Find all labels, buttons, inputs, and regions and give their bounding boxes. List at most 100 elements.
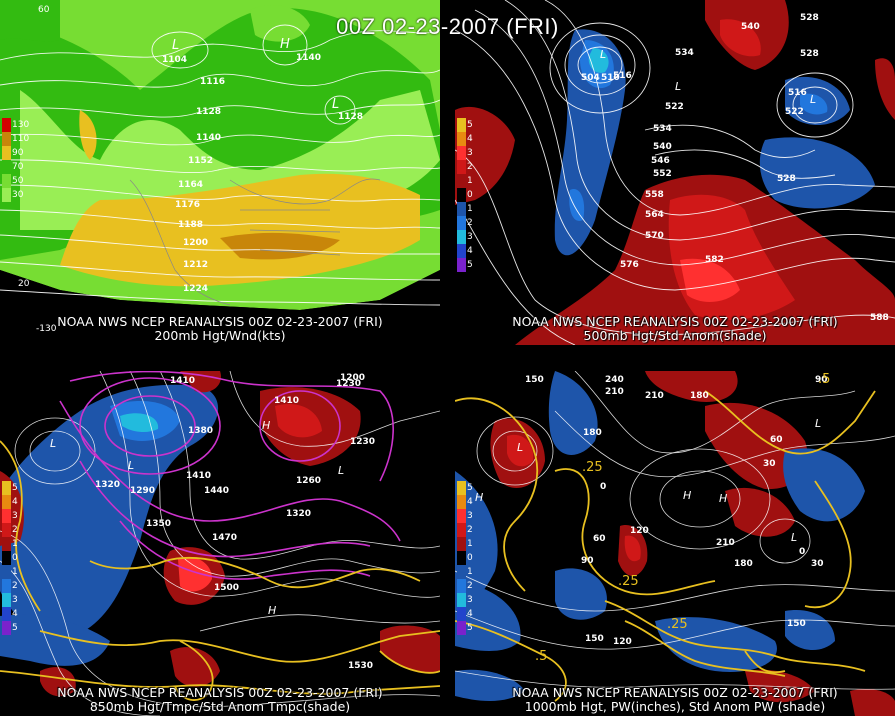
svg-text:1410: 1410 [274, 396, 299, 406]
svg-text:1470: 1470 [212, 533, 237, 543]
legend-850mb: 5 4 3 2 1 0 1 2 3 4 5 [2, 481, 28, 635]
svg-text:1230: 1230 [336, 379, 361, 389]
svg-text:210: 210 [645, 391, 664, 401]
svg-text:L: L [675, 80, 681, 93]
svg-text:1212: 1212 [183, 260, 208, 270]
svg-text:516: 516 [788, 88, 807, 98]
svg-text:558: 558 [645, 190, 664, 200]
svg-text:L: L [815, 417, 821, 430]
svg-text:582: 582 [705, 255, 724, 265]
svg-text:L: L [128, 459, 134, 472]
svg-text:.25: .25 [582, 460, 603, 475]
svg-text:H: H [268, 604, 276, 617]
svg-text:1380: 1380 [188, 426, 213, 436]
svg-text:.25: .25 [618, 574, 639, 589]
main-title: 00Z 02-23-2007 (FRI) [336, 14, 559, 39]
svg-text:1440: 1440 [204, 486, 229, 496]
svg-text:.5: .5 [535, 649, 547, 664]
svg-text:L: L [172, 38, 179, 53]
svg-text:1500: 1500 [214, 583, 239, 593]
panel-200mb-caption-field: 200mb Hgt/Wnd(kts) [154, 328, 286, 343]
svg-text:90: 90 [815, 375, 828, 385]
svg-text:540: 540 [741, 22, 760, 32]
svg-text:1200: 1200 [183, 238, 208, 248]
svg-text:1410: 1410 [186, 471, 211, 481]
svg-text:1410: 1410 [170, 376, 195, 386]
svg-text:-130: -130 [36, 324, 57, 334]
svg-text:H: H [475, 491, 483, 504]
svg-text:H: H [280, 37, 290, 52]
svg-text:1224: 1224 [183, 284, 208, 294]
svg-text:564: 564 [645, 210, 664, 220]
svg-text:1176: 1176 [175, 200, 200, 210]
svg-text:516: 516 [613, 71, 632, 81]
svg-text:L: L [338, 464, 344, 477]
legend-500mb: 5 4 3 2 1 0 1 2 3 4 5 [457, 118, 483, 272]
svg-text:30: 30 [811, 559, 824, 569]
svg-text:H: H [262, 419, 270, 432]
svg-text:30: 30 [763, 459, 776, 469]
legend-1000mb: 5 4 3 2 1 0 1 2 3 4 5 [457, 481, 483, 635]
svg-text:L: L [791, 531, 797, 544]
svg-text:534: 534 [675, 48, 694, 58]
svg-text:H: H [719, 492, 727, 505]
map-200mb: 1104 1116 1128 1140 1152 1164 1176 1188 … [0, 0, 440, 345]
svg-text:60: 60 [38, 5, 50, 15]
svg-text:546: 546 [651, 156, 670, 166]
legend-200mb: 130 110 90 70 50 30 [2, 118, 29, 202]
svg-text:180: 180 [734, 559, 753, 569]
panel-500mb-caption-field: 500mb Hgt/Std Anom(shade) [583, 328, 767, 343]
panel-1000mb-caption-field: 1000mb Hgt, PW(inches), Std Anom PW (sha… [524, 699, 826, 714]
svg-text:60: 60 [770, 435, 783, 445]
panel-500mb-caption-source: NOAA NWS NCEP REANALYSIS 00Z 02-23-2007 … [512, 314, 838, 329]
svg-text:1320: 1320 [95, 480, 120, 490]
panel-200mb: 1104 1116 1128 1140 1152 1164 1176 1188 … [0, 0, 440, 345]
svg-text:522: 522 [665, 102, 684, 112]
svg-text:1164: 1164 [178, 180, 203, 190]
svg-text:0: 0 [600, 482, 606, 492]
svg-text:150: 150 [585, 634, 604, 644]
svg-text:150: 150 [525, 375, 544, 385]
svg-text:150: 150 [787, 619, 806, 629]
svg-text:570: 570 [645, 231, 664, 241]
svg-text:504: 504 [581, 73, 600, 83]
svg-text:180: 180 [690, 391, 709, 401]
map-1000mb: 150 240 210 180 210 90 180 60 30 0 120 9… [455, 371, 895, 716]
svg-text:1350: 1350 [146, 519, 171, 529]
panel-850mb-caption-field: 850mb Hgt/Tmpc/Std Anom Tmpc(shade) [89, 699, 351, 714]
svg-text:.5: .5 [818, 372, 830, 387]
svg-text:1116: 1116 [200, 77, 225, 87]
svg-text:H: H [683, 489, 691, 502]
svg-text:120: 120 [613, 637, 632, 647]
svg-text:1104: 1104 [162, 55, 187, 65]
svg-text:528: 528 [800, 13, 819, 23]
svg-text:540: 540 [653, 142, 672, 152]
svg-text:1200: 1200 [340, 373, 365, 383]
panel-850mb: 1410 1380 1410 1200 1230 1320 1290 1410 … [0, 371, 440, 716]
svg-text:L: L [50, 437, 56, 450]
svg-text:L: L [517, 441, 523, 454]
svg-text:522: 522 [785, 107, 804, 117]
svg-text:1140: 1140 [196, 133, 221, 143]
panel-200mb-caption-source: NOAA NWS NCEP REANALYSIS 00Z 02-23-2007 … [57, 314, 383, 329]
svg-text:240: 240 [605, 375, 624, 385]
svg-text:1290: 1290 [130, 486, 155, 496]
svg-text:1320: 1320 [286, 509, 311, 519]
map-500mb: 540 528 534 528 504 510 516 522 516 522 … [455, 0, 895, 345]
svg-text:0: 0 [799, 547, 805, 557]
svg-text:120: 120 [630, 526, 649, 536]
svg-text:L: L [810, 93, 816, 106]
svg-text:588: 588 [870, 313, 889, 323]
svg-text:510: 510 [601, 73, 620, 83]
panel-850mb-caption-source: NOAA NWS NCEP REANALYSIS 00Z 02-23-2007 … [57, 685, 383, 700]
svg-text:L: L [600, 48, 606, 61]
svg-text:210: 210 [605, 387, 624, 397]
panel-1000mb-caption-source: NOAA NWS NCEP REANALYSIS 00Z 02-23-2007 … [512, 685, 838, 700]
svg-text:20: 20 [18, 279, 30, 289]
svg-text:1128: 1128 [338, 112, 363, 122]
svg-text:534: 534 [653, 124, 672, 134]
map-850mb: 1410 1380 1410 1200 1230 1320 1290 1410 … [0, 371, 440, 716]
svg-text:1128: 1128 [196, 107, 221, 117]
svg-text:1230: 1230 [350, 437, 375, 447]
svg-text:1188: 1188 [178, 220, 203, 230]
